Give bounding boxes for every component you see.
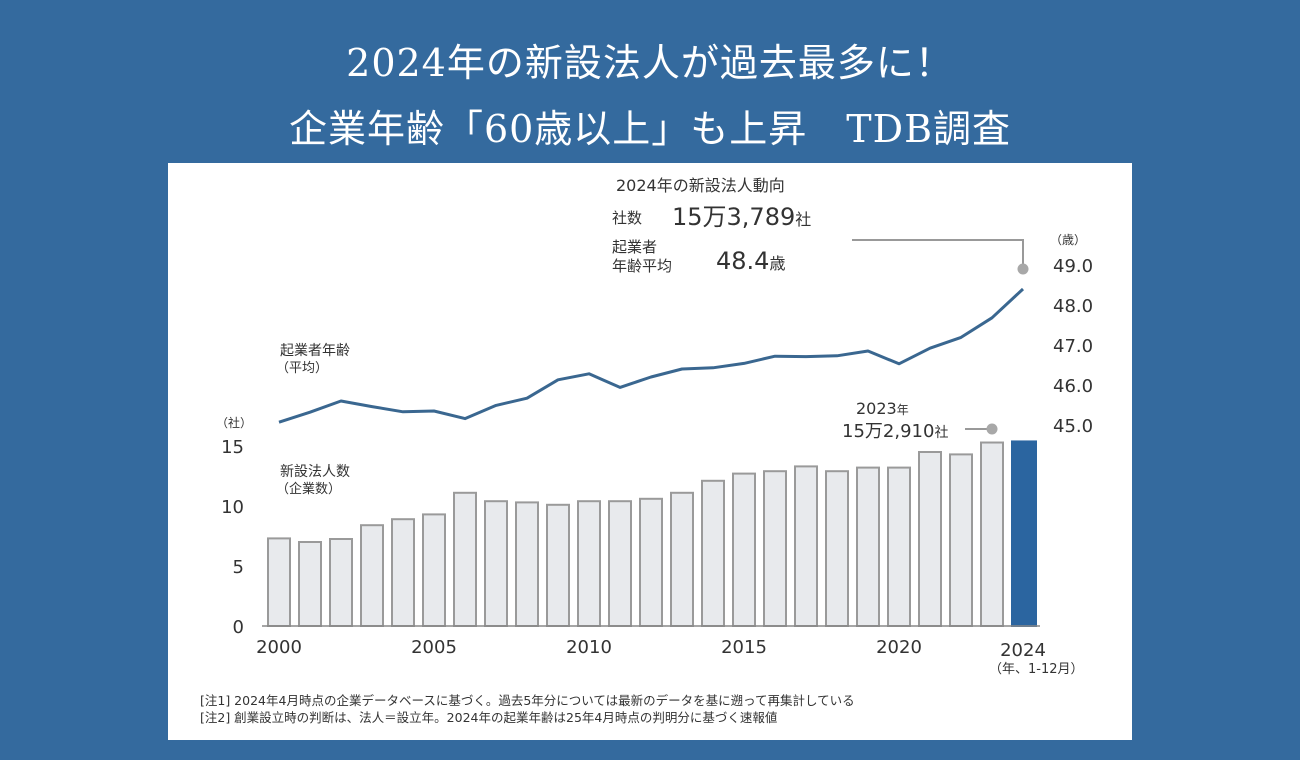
- bar-2002: [329, 538, 353, 627]
- bar-2015: [732, 472, 756, 627]
- right-axis-tick: 48.0: [1053, 296, 1093, 317]
- x-axis-tick: 2015: [721, 637, 767, 658]
- right-axis-tick: 45.0: [1053, 416, 1093, 437]
- bar-2019: [856, 466, 880, 627]
- x-axis-tick: 2005: [411, 637, 457, 658]
- x-axis-tick: 2000: [256, 637, 302, 658]
- left-axis-tick: 0: [233, 617, 244, 638]
- bar-2024: [1011, 440, 1037, 627]
- bar-series-label: 新設法人数: [280, 464, 350, 480]
- callout-2023-marker: [986, 423, 998, 435]
- left-axis-tick: 10: [221, 497, 244, 518]
- callout-leader-line: [852, 239, 1024, 267]
- callout-title: 2024年の新設法人動向: [616, 176, 785, 195]
- bar-2005: [422, 513, 446, 627]
- chart: 0 5 10 15 45.0 46.0 47.0 48.0 49.0 2000 2005 2010…: [200, 176, 1093, 725]
- x-axis-unit-note: （年、1-12月）: [989, 662, 1084, 677]
- headline-line-1: 2024年の新設法人が過去最多に！: [346, 41, 954, 85]
- callout-2023-year: 2023年: [856, 399, 909, 418]
- bar-2009: [546, 503, 570, 627]
- bar-2008: [515, 501, 539, 627]
- bar-2010: [577, 500, 601, 628]
- callout-marker: [1017, 263, 1029, 275]
- x-axis-tick: 2024: [1000, 640, 1046, 661]
- bar-2021: [918, 451, 942, 627]
- bar-2013: [670, 491, 694, 627]
- right-axis-tick: 46.0: [1053, 376, 1093, 397]
- x-axis-tick: 2010: [566, 637, 612, 658]
- left-axis-tick: 5: [233, 557, 244, 578]
- left-axis-unit: （社）: [216, 415, 252, 430]
- right-axis-unit: （歳）: [1050, 233, 1086, 247]
- bar-2001: [298, 541, 322, 627]
- footnote-2: [注2] 創業設立時の判断は、法人＝設立年。2024年の起業年齢は25年4月時点…: [200, 710, 777, 725]
- line-series-sublabel: （平均）: [276, 361, 328, 376]
- bar-2004: [391, 518, 415, 628]
- right-axis-tick: 49.0: [1053, 256, 1093, 277]
- bar-2006: [453, 491, 477, 627]
- bar-2014: [701, 479, 725, 627]
- bar-2023: [980, 441, 1004, 627]
- chart-panel: 0 5 10 15 45.0 46.0 47.0 48.0 49.0 2000 2005 2010…: [168, 163, 1132, 740]
- left-axis-tick: 15: [221, 437, 244, 458]
- bar-2003: [360, 524, 384, 628]
- age-line: [278, 287, 1025, 424]
- callout-age-value: 48.4歳: [716, 247, 785, 275]
- bar-2018: [825, 470, 849, 628]
- right-axis-tick: 47.0: [1053, 336, 1093, 357]
- x-axis-tick: 2020: [876, 637, 922, 658]
- line-series-label: 起業者年齢: [280, 343, 350, 359]
- footnote-1: [注1] 2024年4月時点の企業データベースに基づく。過去5年分については最新…: [200, 693, 855, 708]
- callout-age-label-2: 年齢平均: [612, 257, 672, 275]
- bar-2017: [794, 465, 818, 627]
- headline-line-2: 企業年齢「60歳以上」も上昇 TDB調査: [288, 107, 1012, 151]
- bar-2012: [639, 497, 663, 627]
- callout-count-label: 社数: [612, 209, 642, 227]
- callout-2023-value: 15万2,910社: [842, 421, 948, 442]
- callout-count-value: 15万3,789社: [672, 203, 811, 231]
- bar-2016: [763, 470, 787, 628]
- bar-2020: [887, 466, 911, 627]
- bar-series-sublabel: （企業数）: [276, 481, 341, 497]
- bar-2000: [267, 537, 291, 627]
- bar-2007: [484, 500, 508, 628]
- bar-2011: [608, 500, 632, 628]
- callout-age-label: 起業者: [612, 238, 657, 256]
- bar-2022: [949, 453, 973, 627]
